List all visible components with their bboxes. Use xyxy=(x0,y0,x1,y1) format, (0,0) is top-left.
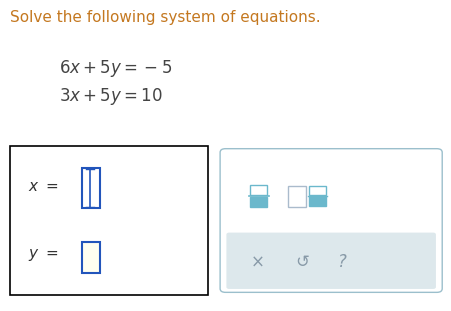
Bar xyxy=(82,242,100,273)
Bar xyxy=(309,186,326,195)
Text: $y\ =$: $y\ =$ xyxy=(28,247,58,262)
Text: $6x+5y = -5$: $6x+5y = -5$ xyxy=(59,58,172,79)
FancyBboxPatch shape xyxy=(226,233,436,289)
Text: ↺: ↺ xyxy=(295,253,309,271)
Text: ×: × xyxy=(251,253,265,271)
Text: ?: ? xyxy=(338,253,347,271)
Bar xyxy=(250,185,267,195)
Bar xyxy=(289,186,305,207)
Bar xyxy=(250,197,267,207)
Bar xyxy=(9,146,207,295)
FancyBboxPatch shape xyxy=(220,149,442,292)
Bar xyxy=(82,168,100,208)
Text: $3x+5y = 10$: $3x+5y = 10$ xyxy=(59,86,163,107)
Text: Solve the following system of equations.: Solve the following system of equations. xyxy=(9,10,320,25)
Text: $x\ =$: $x\ =$ xyxy=(28,179,58,194)
Bar xyxy=(309,196,326,206)
